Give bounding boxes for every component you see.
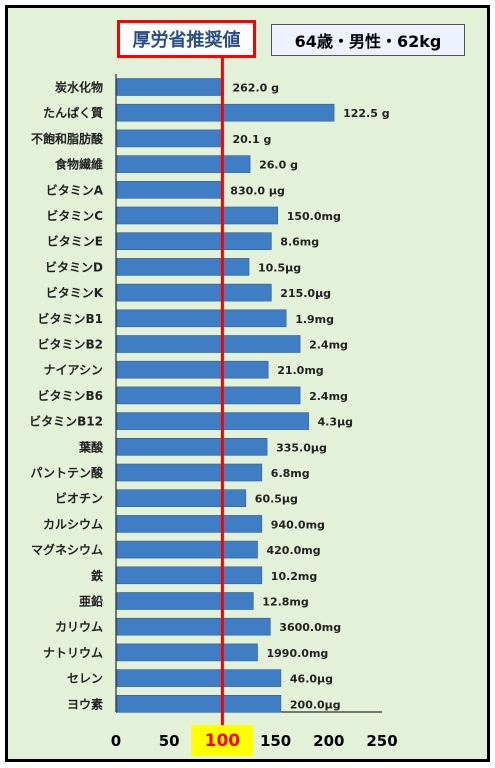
bar-22 xyxy=(116,617,271,636)
bar-1 xyxy=(116,78,224,96)
value-label: 60.5μg xyxy=(255,493,298,506)
bar-6 xyxy=(116,206,278,225)
category-label: ビタミンB6 xyxy=(38,388,104,403)
category-label: セレン xyxy=(67,672,103,686)
value-label: 940.0mg xyxy=(271,518,325,531)
value-label: 1990.0mg xyxy=(267,647,329,660)
value-label: 12.8mg xyxy=(262,596,308,609)
x-axis-tick-labels: 0 50 100 150 200 250 xyxy=(111,731,398,751)
value-label: 6.8mg xyxy=(271,467,310,480)
value-label: 20.1 g xyxy=(233,133,272,146)
value-label: 215.0μg xyxy=(280,287,331,300)
bar-4 xyxy=(116,155,251,173)
x-tick-label: 250 xyxy=(366,732,397,750)
bar-10 xyxy=(116,309,287,328)
category-label: カリウム xyxy=(55,620,103,634)
category-label: 葉酸 xyxy=(78,439,104,454)
value-label: 2.4mg xyxy=(309,390,348,403)
x-tick-label: 0 xyxy=(111,732,121,750)
bar-11 xyxy=(116,335,301,353)
bar-20 xyxy=(116,566,263,585)
value-label: 830.0 μg xyxy=(230,184,285,197)
value-label: 2.4mg xyxy=(309,339,348,352)
reference-tick-highlight xyxy=(191,725,254,756)
category-label: たんぱく質 xyxy=(43,105,103,120)
bar-3 xyxy=(116,129,224,148)
value-label: 4.3μg xyxy=(318,416,353,429)
value-label: 122.5 g xyxy=(343,107,390,120)
value-label: 420.0mg xyxy=(267,544,321,557)
value-label: 10.2mg xyxy=(271,570,317,583)
bar-13 xyxy=(116,386,301,405)
value-label: 26.0 g xyxy=(259,159,298,172)
x-tick-label: 200 xyxy=(313,732,344,750)
value-label: 200.0μg xyxy=(290,698,341,711)
category-label: 鉄 xyxy=(91,568,103,583)
bar-9 xyxy=(116,283,272,302)
bar-16 xyxy=(116,463,263,482)
bar-24 xyxy=(116,669,282,687)
value-label: 262.0 g xyxy=(233,82,280,95)
x-tick-label-reference: 100 xyxy=(205,731,241,751)
bar-17 xyxy=(116,489,247,508)
bars xyxy=(116,78,335,713)
category-label: カルシウム xyxy=(43,517,103,531)
category-label: パントテン酸 xyxy=(30,465,104,480)
category-label: 不飽和脂肪酸 xyxy=(31,131,104,146)
bar-25 xyxy=(116,694,282,713)
bar-21 xyxy=(116,592,254,610)
x-tick-label: 150 xyxy=(260,732,291,750)
category-label: ビオチン xyxy=(55,491,103,506)
bar-14 xyxy=(116,412,309,430)
value-label: 335.0μg xyxy=(276,441,327,454)
category-label: 食物繊維 xyxy=(54,157,103,172)
category-label: ナトリウム xyxy=(43,646,103,660)
bar-2 xyxy=(116,103,335,122)
category-label: ビタミンB2 xyxy=(38,337,104,352)
value-label: 46.0μg xyxy=(290,673,333,686)
bar-15 xyxy=(116,437,268,456)
category-label: ビタミンA xyxy=(46,182,104,197)
category-label: ビタミンD xyxy=(45,259,103,274)
category-label: マグネシウム xyxy=(31,542,103,557)
value-label: 3600.0mg xyxy=(279,621,341,634)
bar-23 xyxy=(116,643,258,662)
value-label: 21.0mg xyxy=(277,364,323,377)
category-label: ヨウ素 xyxy=(67,696,103,711)
value-label: 1.9mg xyxy=(295,313,334,326)
chart-frame xyxy=(5,5,490,762)
bar-5 xyxy=(116,181,222,199)
value-label: 10.5μg xyxy=(258,261,301,274)
bar-12 xyxy=(116,360,269,379)
bar-8 xyxy=(116,258,250,276)
category-label: ビタミンB12 xyxy=(29,414,103,429)
chart-title: 厚労省推奨値 xyxy=(117,20,256,58)
category-label: 亜鉛 xyxy=(79,594,103,609)
category-label: ビタミンK xyxy=(46,285,104,300)
category-label: 炭水化物 xyxy=(55,80,103,95)
category-label: ビタミンE xyxy=(47,234,103,249)
bar-19 xyxy=(116,540,258,559)
value-labels: 262.0 g 122.5 g 20.1 g 26.0 g 830.0 μg150.0m… xyxy=(230,82,389,712)
profile-label: 64歳・男性・62kg xyxy=(271,24,465,56)
category-label: ナイアシン xyxy=(43,363,103,377)
bar-18 xyxy=(116,515,263,533)
x-tick-label: 50 xyxy=(159,732,180,750)
value-label: 150.0mg xyxy=(287,210,341,223)
category-label: ビタミンB1 xyxy=(38,311,104,326)
value-label: 8.6mg xyxy=(280,236,319,249)
category-label: ビタミンC xyxy=(46,208,103,223)
bar-7 xyxy=(116,232,272,250)
